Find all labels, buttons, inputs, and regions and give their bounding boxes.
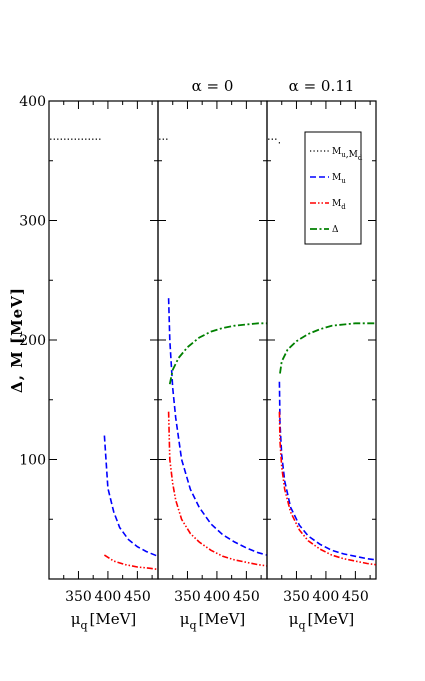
x-tick-label: 450	[124, 589, 151, 605]
series-line-mu	[278, 381, 376, 561]
y-tick-label: 400	[19, 94, 46, 110]
series-line-md	[103, 554, 158, 571]
x-tick-label: 350	[174, 589, 201, 605]
panel-frame	[48, 100, 159, 580]
panel-2: 350 400 450 μq [MeV] α = 0	[157, 77, 268, 632]
legend-label-mud: Mu,Md	[332, 147, 363, 162]
series-line-delta	[279, 322, 376, 374]
series-line-mu	[167, 298, 267, 556]
x-axis-title: μq [MeV]	[71, 610, 137, 632]
y-tick-label: 300	[19, 214, 46, 230]
x-tick-label: 450	[342, 589, 369, 605]
panel-1: 350 400 450 μq [MeV]	[48, 100, 159, 632]
panel-frame	[157, 100, 268, 580]
legend-label-mu: Mu	[332, 173, 346, 185]
x-tick-label: 400	[95, 589, 122, 605]
panel-title: α = 0	[192, 77, 234, 95]
legend-label-md: Md	[332, 199, 346, 211]
y-tick-label: 100	[19, 453, 46, 469]
y-tick-label: 200	[19, 333, 46, 349]
x-tick-label: 400	[204, 589, 231, 605]
legend-label-delta: Δ	[332, 225, 339, 235]
x-axis-title: μq [MeV]	[289, 610, 355, 632]
legend: Mu,Md Mu Md Δ	[304, 131, 363, 245]
x-tick-label: 400	[313, 589, 340, 605]
x-tick-label: 450	[233, 589, 260, 605]
x-tick-label: 350	[65, 589, 92, 605]
series-line-delta	[168, 322, 267, 385]
series-line-md	[278, 411, 376, 566]
y-axis-title: Δ, M [MeV]	[8, 287, 26, 393]
y-axis: 100 200 300 400 Δ, M [MeV]	[8, 94, 46, 469]
x-tick-label: 350	[283, 589, 310, 605]
panel-3: 350 400 450 μq [MeV] α = 0.11	[266, 77, 377, 632]
series-line-mu	[103, 435, 158, 558]
series-line-md	[167, 411, 267, 567]
x-axis-title: μq [MeV]	[180, 610, 246, 632]
panel-title: α = 0.11	[289, 77, 355, 95]
